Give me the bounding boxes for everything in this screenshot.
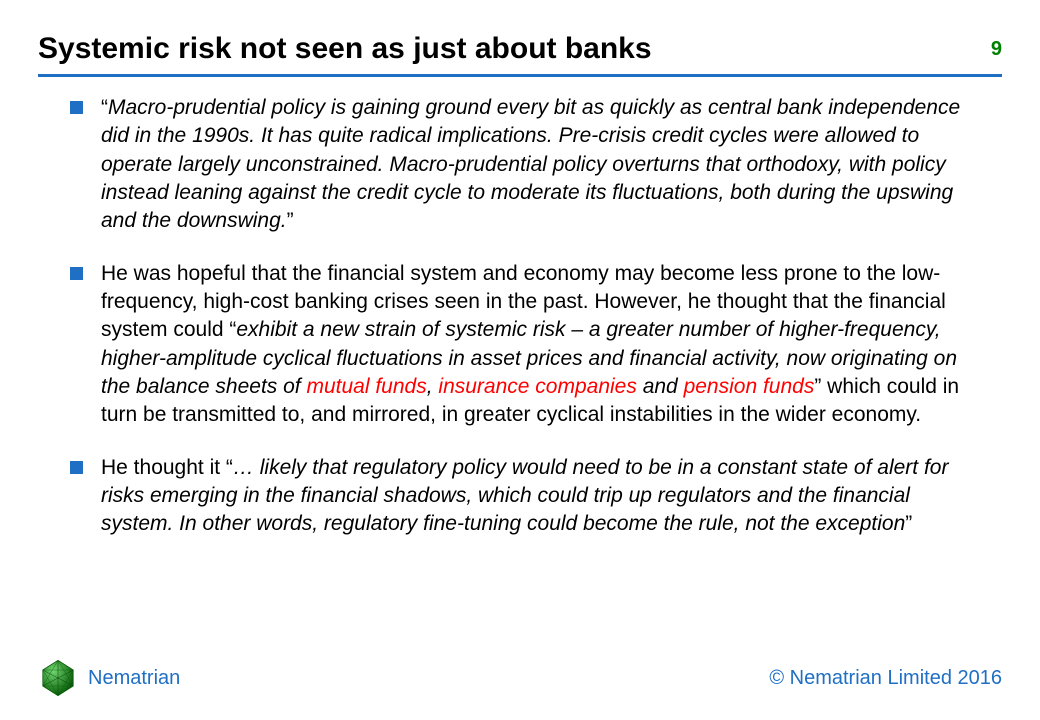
text-segment: and xyxy=(637,375,684,398)
bullet-item: He thought it “… likely that regulatory … xyxy=(70,454,980,539)
text-segment: ” xyxy=(905,512,912,535)
text-segment: , xyxy=(427,375,439,398)
slide-title: Systemic risk not seen as just about ban… xyxy=(38,32,652,66)
bullet-text: “Macro-prudential policy is gaining grou… xyxy=(101,94,980,236)
text-segment: insurance companies xyxy=(438,375,636,398)
text-segment: Macro-prudential policy is gaining groun… xyxy=(101,96,960,232)
text-segment: pension funds xyxy=(684,375,815,398)
bullet-item: “Macro-prudential policy is gaining grou… xyxy=(70,94,980,236)
bullet-text: He was hopeful that the financial system… xyxy=(101,260,980,430)
bullet-square-icon xyxy=(70,101,83,114)
bullet-square-icon xyxy=(70,267,83,280)
polyhedron-icon xyxy=(38,658,78,698)
slide-footer: Nematrian © Nematrian Limited 2016 xyxy=(38,658,1002,698)
brand-name: Nematrian xyxy=(88,667,180,690)
bullet-item: He was hopeful that the financial system… xyxy=(70,260,980,430)
text-segment: ” xyxy=(287,209,294,232)
text-segment: “ xyxy=(101,96,108,119)
slide: Systemic risk not seen as just about ban… xyxy=(0,0,1040,720)
bullet-text: He thought it “… likely that regulatory … xyxy=(101,454,980,539)
text-segment: He thought it “ xyxy=(101,456,233,479)
bullet-square-icon xyxy=(70,461,83,474)
title-rule xyxy=(38,74,1002,77)
page-number: 9 xyxy=(991,38,1002,61)
slide-body: “Macro-prudential policy is gaining grou… xyxy=(70,94,980,563)
copyright-text: © Nematrian Limited 2016 xyxy=(769,667,1002,690)
slide-header: Systemic risk not seen as just about ban… xyxy=(38,32,1002,66)
text-segment: mutual funds xyxy=(306,375,426,398)
